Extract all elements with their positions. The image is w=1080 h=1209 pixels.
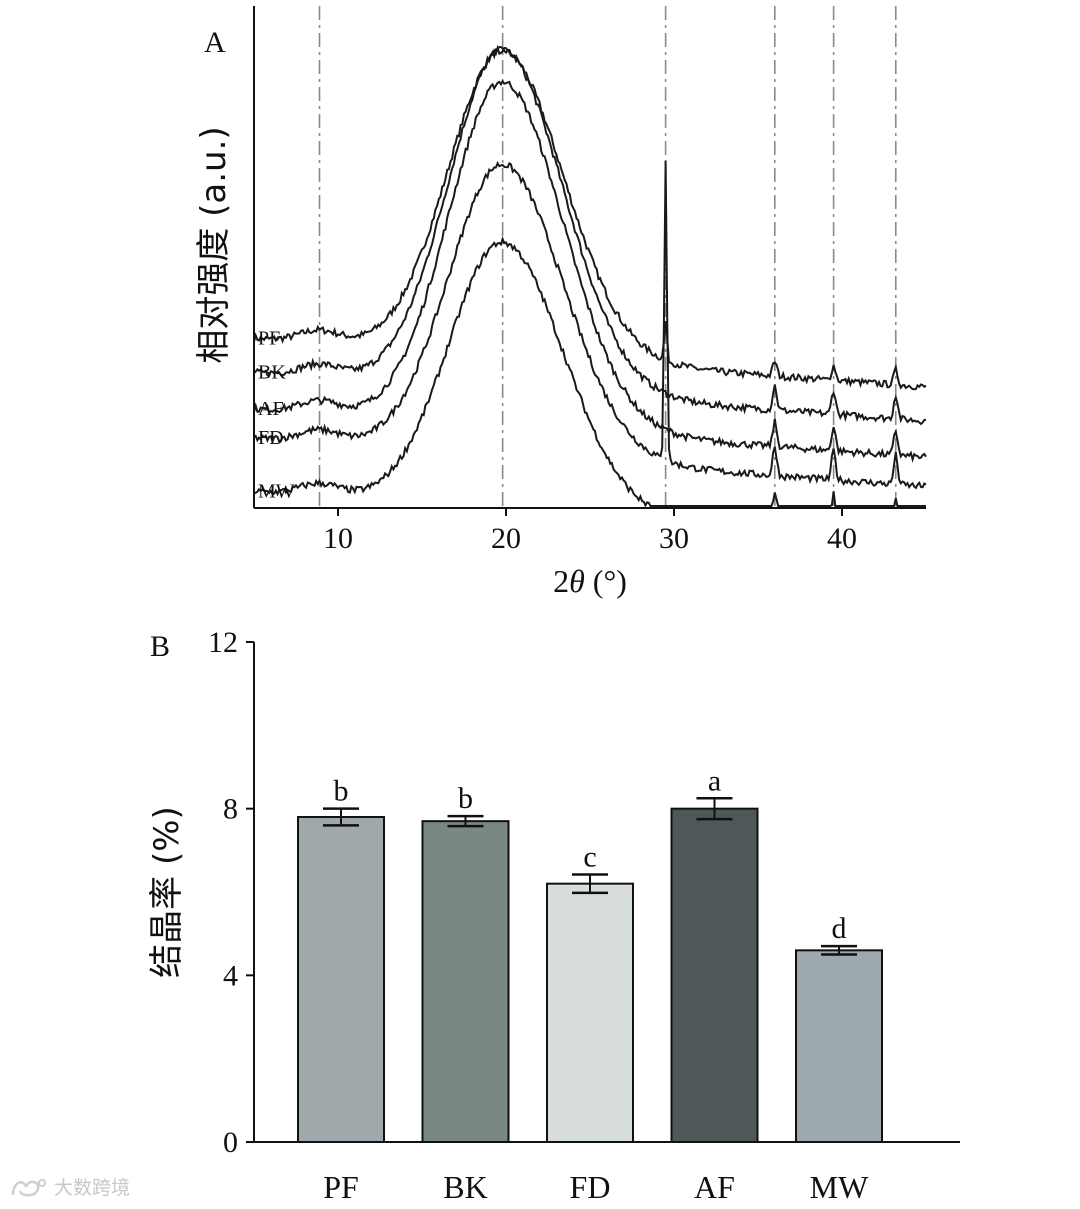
y-axis-label-b: 结晶率 (%) (147, 806, 187, 978)
x-tick-label-40: 40 (827, 522, 857, 555)
watermark-logo-icon (11, 1178, 46, 1196)
panel-a-xrd-chart: A 10 20 30 40 PF BK AF FD MW 2θ (°) 相对强度 (a.u.) (194, 6, 927, 599)
xrd-curve-bk (253, 44, 927, 426)
significance-bk: b (458, 782, 473, 815)
xrd-curves (253, 44, 927, 508)
series-label-pf: PF (258, 327, 280, 349)
category-labels: PF BK FD AF MW (323, 1169, 869, 1205)
y-ticks-b: 0 4 8 12 (208, 626, 254, 1159)
significance-pf: b (334, 775, 349, 808)
category-label-fd: FD (570, 1169, 611, 1205)
panel-a-label: A (204, 26, 226, 59)
category-label-mw: MW (810, 1169, 869, 1205)
x-axis-label-theta: θ (569, 563, 585, 599)
bar-af (670, 807, 759, 1144)
series-label-mw: MW (258, 480, 295, 502)
bar-bk (421, 820, 510, 1144)
x-axis-label-suffix: (°) (585, 563, 627, 599)
category-label-pf: PF (323, 1169, 359, 1205)
xrd-curve-pf (253, 46, 927, 391)
panel-b-bar-chart: B 0 4 8 12 b b c a d PF BK FD AF MW 结晶率 (%) (147, 626, 960, 1205)
series-label-bk: BK (258, 361, 286, 383)
y-tick-label-4: 4 (223, 959, 238, 992)
bar-pf (297, 816, 385, 1143)
y-tick-label-0: 0 (223, 1126, 238, 1159)
xrd-curve-mw (253, 235, 926, 508)
bars: b b c a d (297, 764, 883, 1144)
y-tick-label-8: 8 (223, 793, 238, 826)
bar-fd (546, 882, 634, 1144)
xrd-curve-fd (253, 160, 927, 490)
bar-mw (795, 949, 883, 1143)
y-tick-label-12: 12 (208, 626, 238, 659)
x-axis-label-prefix: 2 (553, 563, 569, 599)
x-axis-label-a: 2θ (°) (553, 563, 627, 599)
significance-fd: c (583, 841, 596, 874)
reference-lines (318, 6, 897, 506)
watermark: 大数跨境 (10, 1173, 130, 1200)
x-tick-label-30: 30 (659, 522, 689, 555)
category-label-af: AF (694, 1169, 735, 1205)
series-label-af: AF (258, 398, 284, 420)
significance-af: a (708, 764, 721, 797)
x-tick-label-20: 20 (491, 522, 521, 555)
category-label-bk: BK (443, 1169, 487, 1205)
watermark-text: 大数跨境 (54, 1177, 131, 1199)
series-labels-a: PF BK AF FD MW (258, 327, 295, 502)
x-ticks-a: 10 20 30 40 (323, 508, 857, 555)
xrd-curve-af (253, 79, 927, 464)
significance-mw: d (832, 912, 847, 945)
panel-b-label: B (150, 630, 170, 663)
x-tick-label-10: 10 (323, 522, 353, 555)
y-axis-label-a: 相对强度 (a.u.) (194, 126, 234, 363)
series-label-fd: FD (258, 427, 284, 449)
